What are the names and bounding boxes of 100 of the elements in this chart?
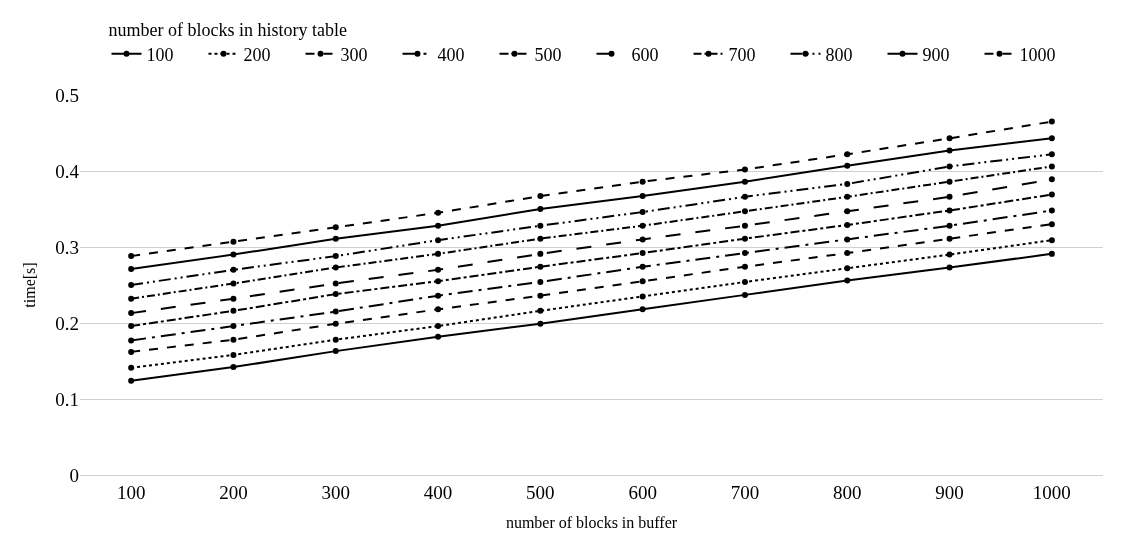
point [128,323,135,330]
point [435,292,442,299]
point [741,235,748,242]
point [1048,151,1055,158]
point [332,320,339,327]
legend-label: 900 [922,44,950,65]
point [1048,176,1055,183]
point [332,235,339,242]
point [128,253,135,260]
point [741,263,748,270]
point [435,306,442,313]
point [230,251,237,258]
x-axis-title: number of blocks in buffer [505,514,678,532]
point [230,351,237,358]
x-tick-label: 1000 [1032,481,1071,503]
point [639,193,646,200]
point [946,251,953,258]
point [128,266,135,273]
x-tick-label: 900 [935,481,964,503]
point [639,236,646,243]
point [128,364,135,371]
point [1048,237,1055,244]
point [741,193,748,200]
point [741,222,748,229]
point [537,193,544,200]
legend-label: 200 [243,44,271,65]
point [741,178,748,185]
point [844,277,851,284]
point [844,265,851,272]
y-tick-label: 0.4 [55,160,80,182]
point [332,224,339,231]
point [435,222,442,229]
point [844,193,851,200]
point [435,333,442,340]
point [639,293,646,300]
point [332,291,339,298]
point [1048,250,1055,257]
point [741,250,748,257]
point [946,193,953,200]
point [230,280,237,287]
point [741,291,748,298]
point [946,222,953,229]
legend-label: 600 [631,44,659,65]
legend-label: 400 [437,44,465,65]
point [844,221,851,228]
point [435,266,442,273]
point [844,208,851,215]
point [128,337,135,344]
legend-label: 500 [534,44,562,65]
point [435,209,442,216]
point [946,163,953,170]
point [128,310,135,317]
point [639,178,646,185]
y-tick-label: 0.2 [55,312,79,334]
x-tick-label: 500 [526,481,555,503]
point [332,264,339,271]
point [332,348,339,355]
point [537,206,544,212]
point [537,292,544,299]
point [332,308,339,315]
point [435,237,442,244]
point [639,306,646,313]
point [435,250,442,257]
point [639,278,646,285]
point [946,135,953,142]
point [230,238,237,245]
x-tick-label: 100 [116,481,146,503]
legend-label: 1000 [1019,44,1056,65]
point [537,250,544,257]
x-tick-label: 700 [730,481,760,503]
y-axis-title: time[s] [21,262,39,308]
point [741,166,748,173]
point [844,236,851,243]
legend-label: 300 [340,44,368,65]
point [946,178,953,185]
legend-label: 700 [728,44,756,65]
y-tick-label: 0 [69,464,79,486]
point [741,208,748,215]
x-tick-label: 600 [628,481,657,503]
point [128,295,135,302]
point [946,207,953,214]
point [537,222,544,229]
y-tick-label: 0.3 [55,236,79,258]
x-tick-label: 200 [219,481,248,503]
point [537,307,544,314]
x-tick-label: 400 [423,481,453,503]
point [537,235,544,242]
point [332,253,339,260]
point [435,278,442,285]
point [741,278,748,285]
point [1048,191,1055,198]
point [639,209,646,216]
point [230,295,237,302]
point [230,307,237,314]
y-tick-label: 0.1 [55,388,79,410]
point [128,282,135,288]
point [844,151,851,158]
point [1048,221,1055,228]
point [1048,163,1055,170]
point [639,263,646,270]
